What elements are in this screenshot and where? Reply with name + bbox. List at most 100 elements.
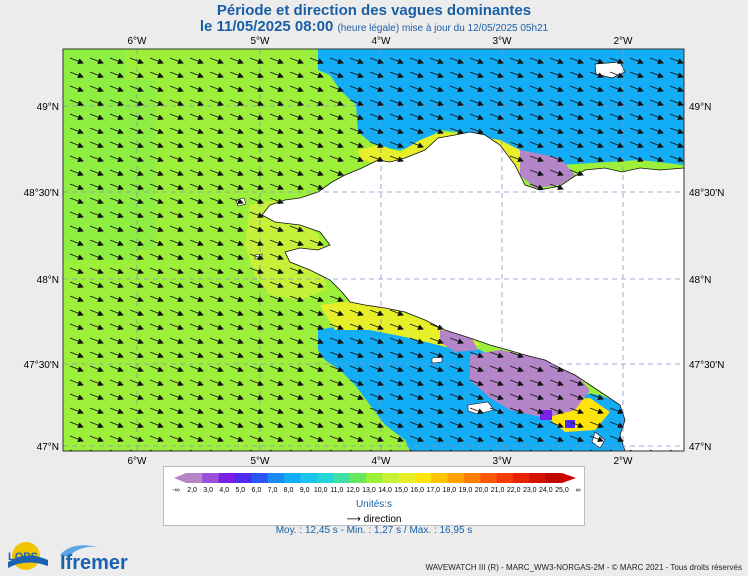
direction-arrow — [169, 99, 184, 107]
direction-arrow — [429, 337, 444, 345]
direction-arrow — [229, 141, 244, 149]
credits: WAVEWATCH III (R) - MARC_WW3-NORGAS-2M -… — [425, 563, 742, 572]
legend-direction: ⟶ direction — [164, 514, 584, 525]
direction-arrow — [89, 183, 104, 191]
direction-arrows — [69, 57, 684, 451]
direction-arrow — [329, 141, 344, 149]
direction-arrow — [229, 169, 244, 177]
direction-arrow — [129, 85, 144, 93]
direction-arrow — [229, 155, 244, 163]
direction-arrow — [149, 99, 164, 107]
direction-arrow — [549, 99, 564, 107]
legend-swatch — [414, 473, 432, 483]
direction-arrow — [609, 127, 624, 135]
map-title: Période et direction des vagues dominant… — [216, 2, 532, 19]
direction-arrow — [549, 407, 564, 415]
direction-arrow — [509, 155, 524, 163]
direction-arrow — [149, 281, 164, 289]
direction-arrow — [509, 141, 524, 149]
direction-arrow — [289, 267, 304, 275]
direction-arrow — [629, 113, 644, 121]
direction-arrow — [89, 295, 104, 303]
direction-arrow — [169, 421, 184, 429]
direction-arrow — [169, 141, 184, 149]
direction-arrow — [329, 295, 344, 303]
direction-arrow — [489, 127, 504, 135]
direction-arrow — [289, 183, 304, 191]
legend-swatch — [267, 473, 285, 483]
direction-arrow — [249, 253, 264, 261]
direction-arrow — [589, 155, 604, 163]
direction-arrow — [129, 239, 144, 247]
direction-arrow — [429, 113, 444, 121]
lon-ticks-top: 6°W 5°W 4°W 3°W 2°W — [128, 36, 634, 47]
direction-arrow — [249, 239, 264, 247]
direction-arrow — [209, 225, 224, 233]
direction-arrow — [589, 57, 604, 65]
direction-arrow — [409, 435, 424, 443]
direction-arrow — [249, 309, 264, 317]
direction-arrow — [389, 351, 404, 359]
direction-arrow — [89, 337, 104, 345]
legend-swatch — [447, 473, 465, 483]
ocean-west-strip — [63, 49, 155, 260]
direction-arrow — [189, 281, 204, 289]
direction-arrow — [289, 309, 304, 317]
direction-arrow — [329, 407, 344, 415]
direction-arrow — [589, 99, 604, 107]
direction-arrow — [529, 57, 544, 65]
direction-arrow — [229, 421, 244, 429]
direction-arrow — [529, 113, 544, 121]
direction-arrow — [229, 267, 244, 275]
direction-arrow — [529, 85, 544, 93]
legend-label: 3,0 — [203, 487, 214, 494]
direction-arrow — [149, 295, 164, 303]
legend-label: 25,0 — [555, 487, 569, 494]
direction-arrow — [189, 239, 204, 247]
direction-arrow — [149, 337, 164, 345]
direction-arrow — [569, 155, 584, 163]
direction-arrow — [489, 113, 504, 121]
legend-label: 9,0 — [299, 487, 310, 494]
legend-label: 10,0 — [313, 487, 328, 494]
direction-arrow — [289, 435, 304, 443]
direction-arrow — [389, 155, 404, 163]
direction-arrow — [289, 337, 304, 345]
direction-arrow — [269, 365, 284, 373]
direction-arrow — [349, 99, 364, 107]
direction-arrow — [249, 197, 264, 205]
direction-arrow — [149, 169, 164, 177]
direction-arrow — [269, 337, 284, 345]
legend-label: 11,0 — [330, 487, 344, 494]
direction-arrow — [249, 267, 264, 275]
direction-arrow — [269, 113, 284, 121]
direction-arrow — [269, 239, 284, 247]
direction-arrow — [89, 239, 104, 247]
direction-arrow — [209, 379, 224, 387]
direction-arrow — [89, 309, 104, 317]
direction-arrow — [249, 169, 264, 177]
direction-arrow — [109, 169, 124, 177]
direction-arrow — [409, 393, 424, 401]
direction-arrow — [89, 281, 104, 289]
direction-arrow — [289, 113, 304, 121]
direction-arrow — [129, 435, 144, 443]
direction-arrow — [109, 421, 124, 429]
direction-arrow — [469, 85, 484, 93]
direction-arrow — [189, 393, 204, 401]
direction-arrow — [89, 365, 104, 373]
direction-arrow — [109, 309, 124, 317]
wave-map: 6°W 5°W 4°W 3°W 2°W 6°W 5°W 4°W 3°W 2°W … — [24, 36, 725, 466]
direction-arrow — [249, 155, 264, 163]
direction-arrow — [529, 127, 544, 135]
direction-arrow — [89, 267, 104, 275]
direction-arrow — [209, 85, 224, 93]
direction-arrow-icon: ⟶ — [346, 514, 361, 525]
direction-arrow — [309, 407, 324, 415]
direction-arrow — [409, 99, 424, 107]
direction-arrow — [429, 351, 444, 359]
direction-arrow — [409, 421, 424, 429]
direction-arrow — [249, 113, 264, 121]
direction-arrow — [249, 127, 264, 135]
direction-arrow — [489, 71, 504, 79]
